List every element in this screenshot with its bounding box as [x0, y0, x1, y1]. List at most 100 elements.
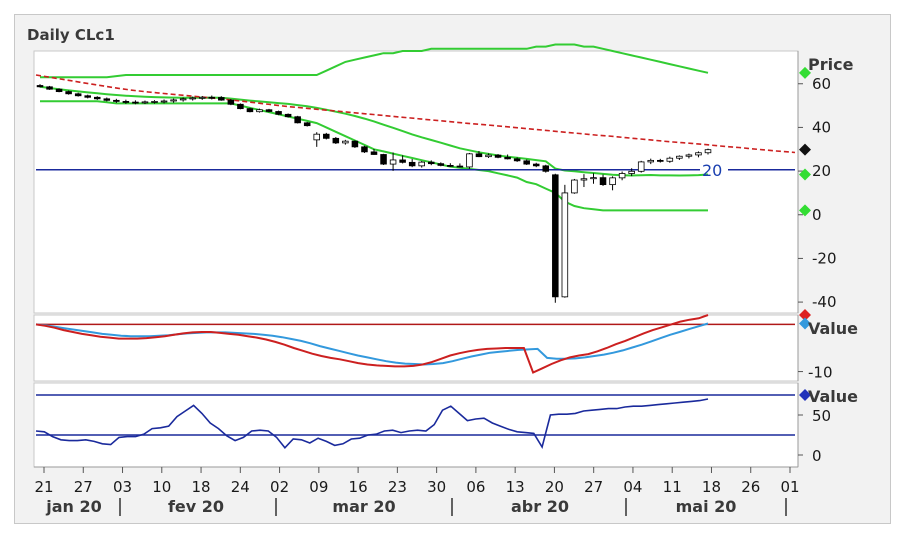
macd-plot-area — [33, 314, 799, 382]
month-label: mai 20 — [676, 497, 737, 516]
candle-body — [284, 113, 292, 118]
x-tick-label: 13 — [506, 478, 525, 496]
x-tick-label: 16 — [349, 478, 368, 496]
bollinger-upper-line — [40, 43, 709, 79]
rsi-tick-label: 50 — [812, 407, 831, 425]
candle-body — [380, 154, 387, 165]
candle-body — [657, 159, 664, 162]
x-tick-label: 01 — [780, 478, 799, 496]
rsi-plot-area — [33, 382, 799, 468]
candle-body — [485, 154, 492, 158]
candle-body — [227, 99, 235, 105]
month-label: jan 20 — [45, 497, 102, 516]
x-tick-label: 10 — [152, 478, 171, 496]
candle-body — [160, 100, 168, 103]
candle-body — [599, 177, 607, 186]
bollinger-upper-marker — [799, 66, 811, 79]
candle-body — [523, 160, 530, 165]
candlesticks — [36, 84, 712, 303]
x-tick-label: 06 — [466, 478, 485, 496]
candle-body — [513, 158, 521, 162]
price-tick-label: -40 — [812, 293, 837, 311]
candle-body — [647, 159, 655, 163]
candle-body — [208, 96, 216, 99]
candle-body — [74, 93, 82, 97]
candle-body — [418, 161, 425, 167]
candle-body — [685, 154, 693, 157]
bollinger-lower-marker — [799, 204, 811, 217]
candle-body — [437, 163, 445, 166]
candle-body — [628, 170, 635, 174]
chart-title: Daily CLc1 — [27, 26, 115, 44]
x-tick-label: 11 — [663, 478, 682, 496]
bollinger-middle-marker — [799, 168, 811, 181]
candle-body — [246, 108, 254, 113]
macd-panel: -10 Value — [33, 309, 858, 382]
candle-body — [361, 146, 368, 153]
x-axis: 21 27 03 10 18 24 02 09 16 23 30 06 13 20 27 04 11 18 26 01… — [34, 466, 800, 516]
x-tick-label: 18 — [702, 478, 721, 496]
last-price-marker — [799, 143, 811, 156]
month-label: mar 20 — [332, 497, 395, 516]
candle-body — [93, 96, 101, 100]
level-line-label: 20 — [702, 161, 722, 180]
candle-body — [504, 156, 511, 160]
candle-body — [370, 151, 378, 155]
candle-body — [389, 159, 397, 165]
price-tick-label: -20 — [812, 249, 837, 267]
candle-body — [676, 155, 683, 159]
candle-body — [256, 109, 263, 113]
candle-body — [466, 153, 473, 168]
x-tick-label: 04 — [623, 478, 642, 496]
candle-body — [65, 91, 72, 95]
candle-body — [399, 159, 406, 163]
candle-body — [351, 140, 359, 148]
moving-average-line — [35, 74, 796, 154]
x-tick-label: 18 — [192, 478, 211, 496]
x-tick-label: 03 — [113, 478, 132, 496]
candle-body — [552, 174, 559, 298]
rsi-line — [35, 398, 709, 450]
rsi-axis-label: Value — [808, 387, 858, 406]
candle-body — [113, 99, 120, 102]
rsi-panel: 0 50 Value — [33, 382, 858, 468]
candle-body — [494, 154, 502, 158]
candle-body — [590, 177, 597, 180]
price-tick-label: 20 — [812, 162, 831, 180]
rsi-marker — [799, 389, 811, 401]
candle-body — [666, 157, 674, 162]
candle-body — [141, 101, 149, 104]
candle-body — [294, 116, 301, 124]
candle-body — [198, 96, 206, 99]
candle-body — [122, 101, 130, 103]
candle-body — [303, 122, 311, 127]
candle-body — [46, 86, 53, 90]
x-tick-label: 27 — [584, 478, 603, 496]
candle-body — [408, 161, 416, 167]
candle-body — [532, 163, 540, 167]
x-tick-label: 21 — [34, 478, 53, 496]
candle-body — [427, 161, 435, 165]
candle-body — [189, 97, 196, 100]
price-tick-label: 60 — [812, 75, 831, 93]
month-label: fev 20 — [168, 497, 224, 516]
candle-body — [132, 101, 139, 104]
rsi-axis: 0 50 — [798, 389, 831, 465]
candle-body — [323, 133, 330, 139]
candle-body — [103, 98, 111, 101]
candle-body — [179, 98, 187, 101]
macd-line — [35, 314, 709, 374]
candle-body — [475, 153, 483, 158]
bollinger-middle-line — [39, 85, 709, 177]
macd-axis-label: Value — [808, 319, 858, 338]
candle-body — [170, 99, 177, 102]
candle-body — [218, 97, 225, 101]
candle-body — [456, 165, 464, 168]
month-label: abr 20 — [511, 497, 569, 516]
candle-body — [447, 165, 454, 167]
candle-body — [342, 140, 349, 144]
candle-body — [571, 179, 578, 194]
candle-body — [55, 88, 63, 93]
x-tick-label: 30 — [427, 478, 446, 496]
